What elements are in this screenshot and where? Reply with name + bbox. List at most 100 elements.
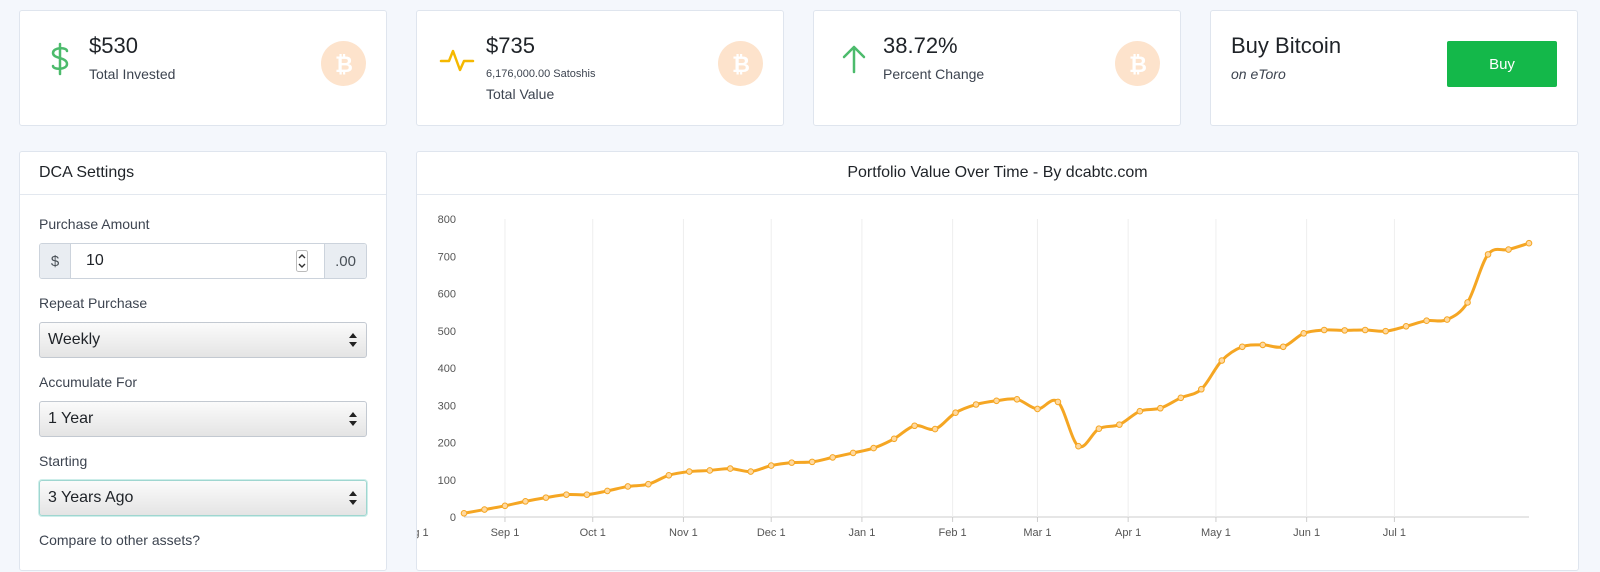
data-point [870,444,877,452]
series-points [460,239,1533,517]
compare-assets-label: Compare to other assets? [39,532,201,548]
spinner-icon[interactable] [296,250,308,272]
data-point [604,487,611,495]
data-point [1198,385,1205,393]
select-arrows-icon [349,491,357,505]
data-point [911,422,918,430]
data-point [1361,326,1369,334]
bitcoin-icon: ₿ [321,41,366,86]
data-point [1136,407,1144,415]
data-point [1402,322,1410,330]
data-point [685,468,693,475]
data-point [1525,239,1533,247]
data-point [1484,251,1492,258]
bitcoin-icon: ₿ [718,41,763,86]
data-point [890,435,898,443]
data-point [624,483,632,490]
purchase-amount-label: Purchase Amount [39,216,150,232]
series-line [463,241,1530,515]
data-point [972,401,980,408]
data-point [1423,317,1430,324]
percent-change-card: 38.72% Percent Change ₿ [813,10,1181,126]
data-point [1300,330,1308,337]
data-point [829,454,836,461]
select-value: Weekly [48,331,101,348]
data-point [788,459,795,466]
dca-settings-panel: DCA Settings Purchase Amount $ 10 .00 Re… [19,151,387,571]
y-tick-label: 800 [438,214,456,226]
x-tick-label: Dec 1 [757,527,786,539]
y-tick-label: 600 [438,289,456,301]
data-point [1279,343,1287,351]
x-tick-label: Jun 1 [1293,527,1320,539]
accumulate-for-label: Accumulate For [39,374,138,390]
y-tick-label: 0 [450,512,456,524]
data-point [542,494,550,501]
x-tick-label: Apr 1 [1115,527,1141,539]
x-tick-label: Jul 1 [1383,527,1406,539]
bitcoin-icon: ₿ [1115,41,1160,86]
total-value-card: $735 6,176,000.00 Satoshis Total Value ₿ [416,10,784,126]
data-point [1505,246,1512,253]
x-tick-label: Nov 1 [669,527,698,539]
svg-text:₿: ₿ [335,53,353,78]
buy-bitcoin-card: Buy Bitcoin on eToro Buy [1210,10,1578,126]
stat-value: 38.72% [883,33,958,58]
chart-grid [464,219,1529,522]
starting-select[interactable]: 3 Years Ago [39,480,367,516]
y-tick-label: 300 [438,400,456,412]
data-point [1443,316,1451,323]
stat-value: $530 [89,33,138,58]
buy-button[interactable]: Buy [1447,41,1557,87]
total-invested-card: $530 Total Invested ₿ [19,10,387,126]
buy-subtitle: on eToro [1231,66,1286,82]
repeat-purchase-select[interactable]: Weekly [39,322,367,358]
data-point [1054,398,1062,406]
y-tick-label: 200 [438,438,456,450]
x-tick-label: Aug 1 [417,527,429,539]
stat-label: Total Value [486,86,555,102]
data-point [501,502,509,510]
data-point [1259,341,1267,349]
data-point [767,462,775,469]
data-point [726,465,734,472]
portfolio-line-chart: 0 100 200 300 400 500 600 700 800 Sep 1 Oct 1 Nov … [417,214,1533,539]
dollar-icon [51,42,69,76]
y-tick-label: 400 [438,363,456,375]
accumulate-for-select[interactable]: 1 Year [39,401,367,437]
x-tick-label: Sep 1 [491,527,520,539]
pulse-icon [439,49,475,72]
stat-label: Total Invested [89,66,176,82]
data-point [1341,327,1348,334]
data-point [1116,421,1123,428]
data-point [993,397,1000,405]
purchase-amount-value: 10 [86,252,104,269]
currency-prefix: $ [40,244,71,278]
y-tick-label: 100 [438,475,456,487]
data-point [1034,405,1041,413]
data-point [1177,394,1185,402]
decimal-suffix: .00 [324,244,366,278]
portfolio-chart-panel: Portfolio Value Over Time - By dcabtc.co… [416,151,1579,571]
data-point [931,425,939,433]
svg-text:₿: ₿ [732,53,750,78]
select-value: 1 Year [48,410,94,427]
starting-label: Starting [39,453,88,469]
x-tick-label: Feb 1 [939,527,967,539]
x-tick-label: May 1 [1201,527,1231,539]
data-point [808,458,816,466]
data-point [1382,327,1389,335]
data-point [1013,395,1021,403]
stat-satoshis: 6,176,000.00 Satoshis [486,68,596,80]
select-value: 3 Years Ago [48,489,134,506]
data-point [665,471,673,479]
chart-title: Portfolio Value Over Time - By dcabtc.co… [417,152,1578,195]
x-axis: Sep 1 Oct 1 Nov 1 Dec 1 Jan 1 Feb 1 Mar 1 Apr 1… [417,527,1406,539]
svg-text:₿: ₿ [1129,53,1147,78]
purchase-amount-group: $ 10 .00 [39,243,367,279]
data-point [1238,343,1246,351]
x-tick-label: Mar 1 [1023,527,1051,539]
data-point [583,491,591,498]
data-point [1218,357,1226,364]
purchase-amount-input[interactable]: 10 [71,244,324,278]
